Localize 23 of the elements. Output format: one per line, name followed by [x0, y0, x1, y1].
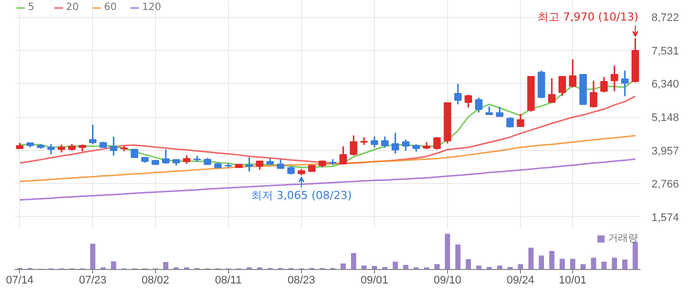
- y-tick-label: 1,574: [652, 212, 680, 224]
- x-tick-label: 08/23: [288, 274, 316, 286]
- legend-label: 60: [104, 2, 118, 13]
- x-tick-label: 08/11: [215, 274, 242, 286]
- y-tick-label: 8,722: [652, 12, 680, 24]
- legend-label: 20: [66, 2, 80, 13]
- y-tick-label: 5,148: [652, 112, 680, 124]
- y-tick-label: 6,340: [652, 78, 680, 91]
- legend-label: 5: [28, 2, 36, 13]
- x-tick-label: 07/23: [78, 274, 107, 286]
- legend-label: 120: [142, 2, 162, 13]
- y-tick-label: 2,766: [652, 178, 680, 191]
- legend-label: 거래량: [608, 232, 638, 245]
- annotation: 최저 3,065 (08/23): [251, 188, 352, 202]
- x-tick-label: 08/02: [142, 274, 170, 286]
- x-tick-label: 07/14: [6, 274, 34, 286]
- y-tick-label: 3,957: [652, 145, 680, 158]
- x-tick-label: 09/10: [434, 274, 462, 286]
- y-tick-label: 7,531: [652, 45, 680, 58]
- x-tick-label: 10/01: [558, 274, 586, 286]
- annotation: 최고 7,970 (10/13): [538, 10, 638, 24]
- x-tick-label: 09/24: [506, 274, 534, 286]
- x-tick-label: 09/01: [360, 274, 388, 286]
